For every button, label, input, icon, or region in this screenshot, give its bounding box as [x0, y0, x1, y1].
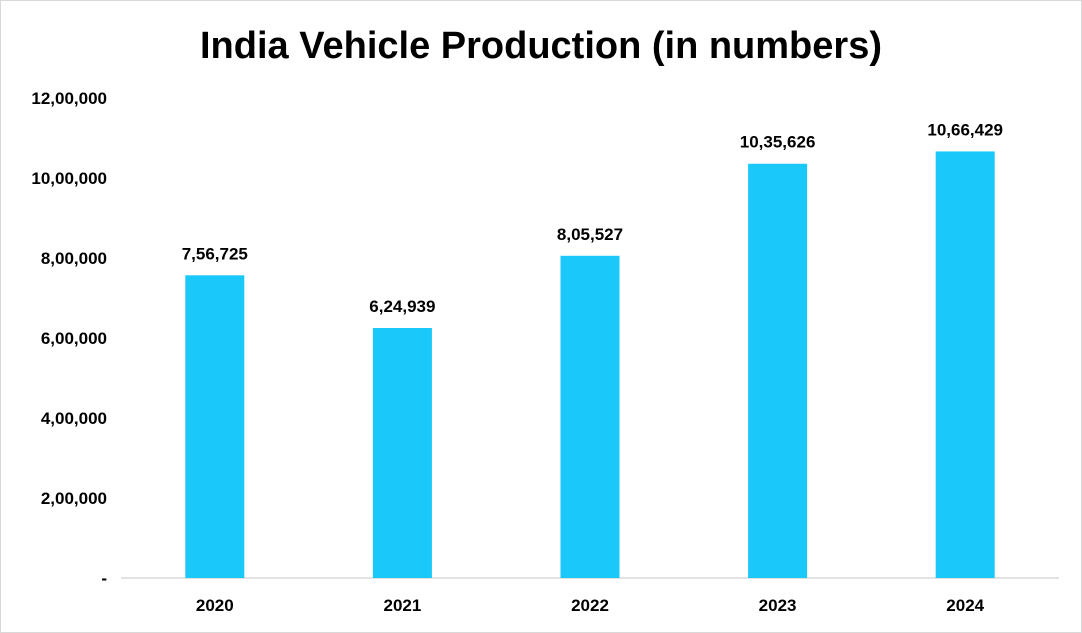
data-label: 7,56,725 [182, 244, 248, 263]
y-axis-ticks: - 2,00,000 4,00,000 6,00,000 8,00,000 10,00,0… [31, 89, 107, 588]
bar [372, 328, 432, 578]
data-label: 10,35,626 [740, 133, 816, 152]
y-tick-label: 4,00,000 [41, 409, 107, 428]
x-axis-ticks: 2020 2021 2022 2023 2024 [196, 596, 985, 615]
bar [935, 151, 995, 578]
x-tick-label: 2024 [946, 596, 984, 615]
y-tick-label: 8,00,000 [41, 249, 107, 268]
y-tick-label: 10,00,000 [31, 169, 107, 188]
bar [560, 255, 620, 579]
data-label: 6,24,939 [369, 297, 435, 316]
x-tick-label: 2023 [759, 596, 797, 615]
bars-group: 7,56,725 6,24,939 8,05,527 10,35,626 10,66,4… [182, 120, 1003, 579]
y-tick-label: 2,00,000 [41, 489, 107, 508]
x-tick-label: 2021 [383, 596, 421, 615]
data-label: 10,66,429 [927, 120, 1003, 139]
x-tick-label: 2020 [196, 596, 234, 615]
x-tick-label: 2022 [571, 596, 609, 615]
y-tick-label: 12,00,000 [31, 89, 107, 108]
bar [748, 163, 808, 578]
bar [185, 275, 245, 578]
y-tick-label: 6,00,000 [41, 329, 107, 348]
chart-title: India Vehicle Production (in numbers) [200, 25, 882, 67]
y-tick-label: - [101, 569, 107, 588]
data-label: 8,05,527 [557, 225, 623, 244]
